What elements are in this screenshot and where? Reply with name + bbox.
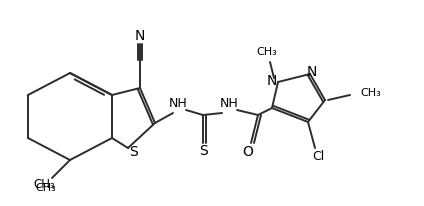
Text: N: N bbox=[135, 29, 145, 43]
Text: NH: NH bbox=[220, 96, 238, 110]
Text: N: N bbox=[267, 74, 277, 88]
Text: NH: NH bbox=[169, 96, 187, 110]
Text: CH₃: CH₃ bbox=[257, 47, 277, 57]
Text: O: O bbox=[243, 145, 254, 159]
Text: S: S bbox=[128, 145, 137, 159]
Text: CH₃: CH₃ bbox=[360, 88, 381, 98]
Text: CH₃: CH₃ bbox=[33, 179, 55, 192]
Text: Cl: Cl bbox=[312, 151, 324, 164]
Text: N: N bbox=[307, 65, 317, 79]
Text: S: S bbox=[198, 144, 207, 158]
Text: CH₃: CH₃ bbox=[36, 183, 56, 193]
